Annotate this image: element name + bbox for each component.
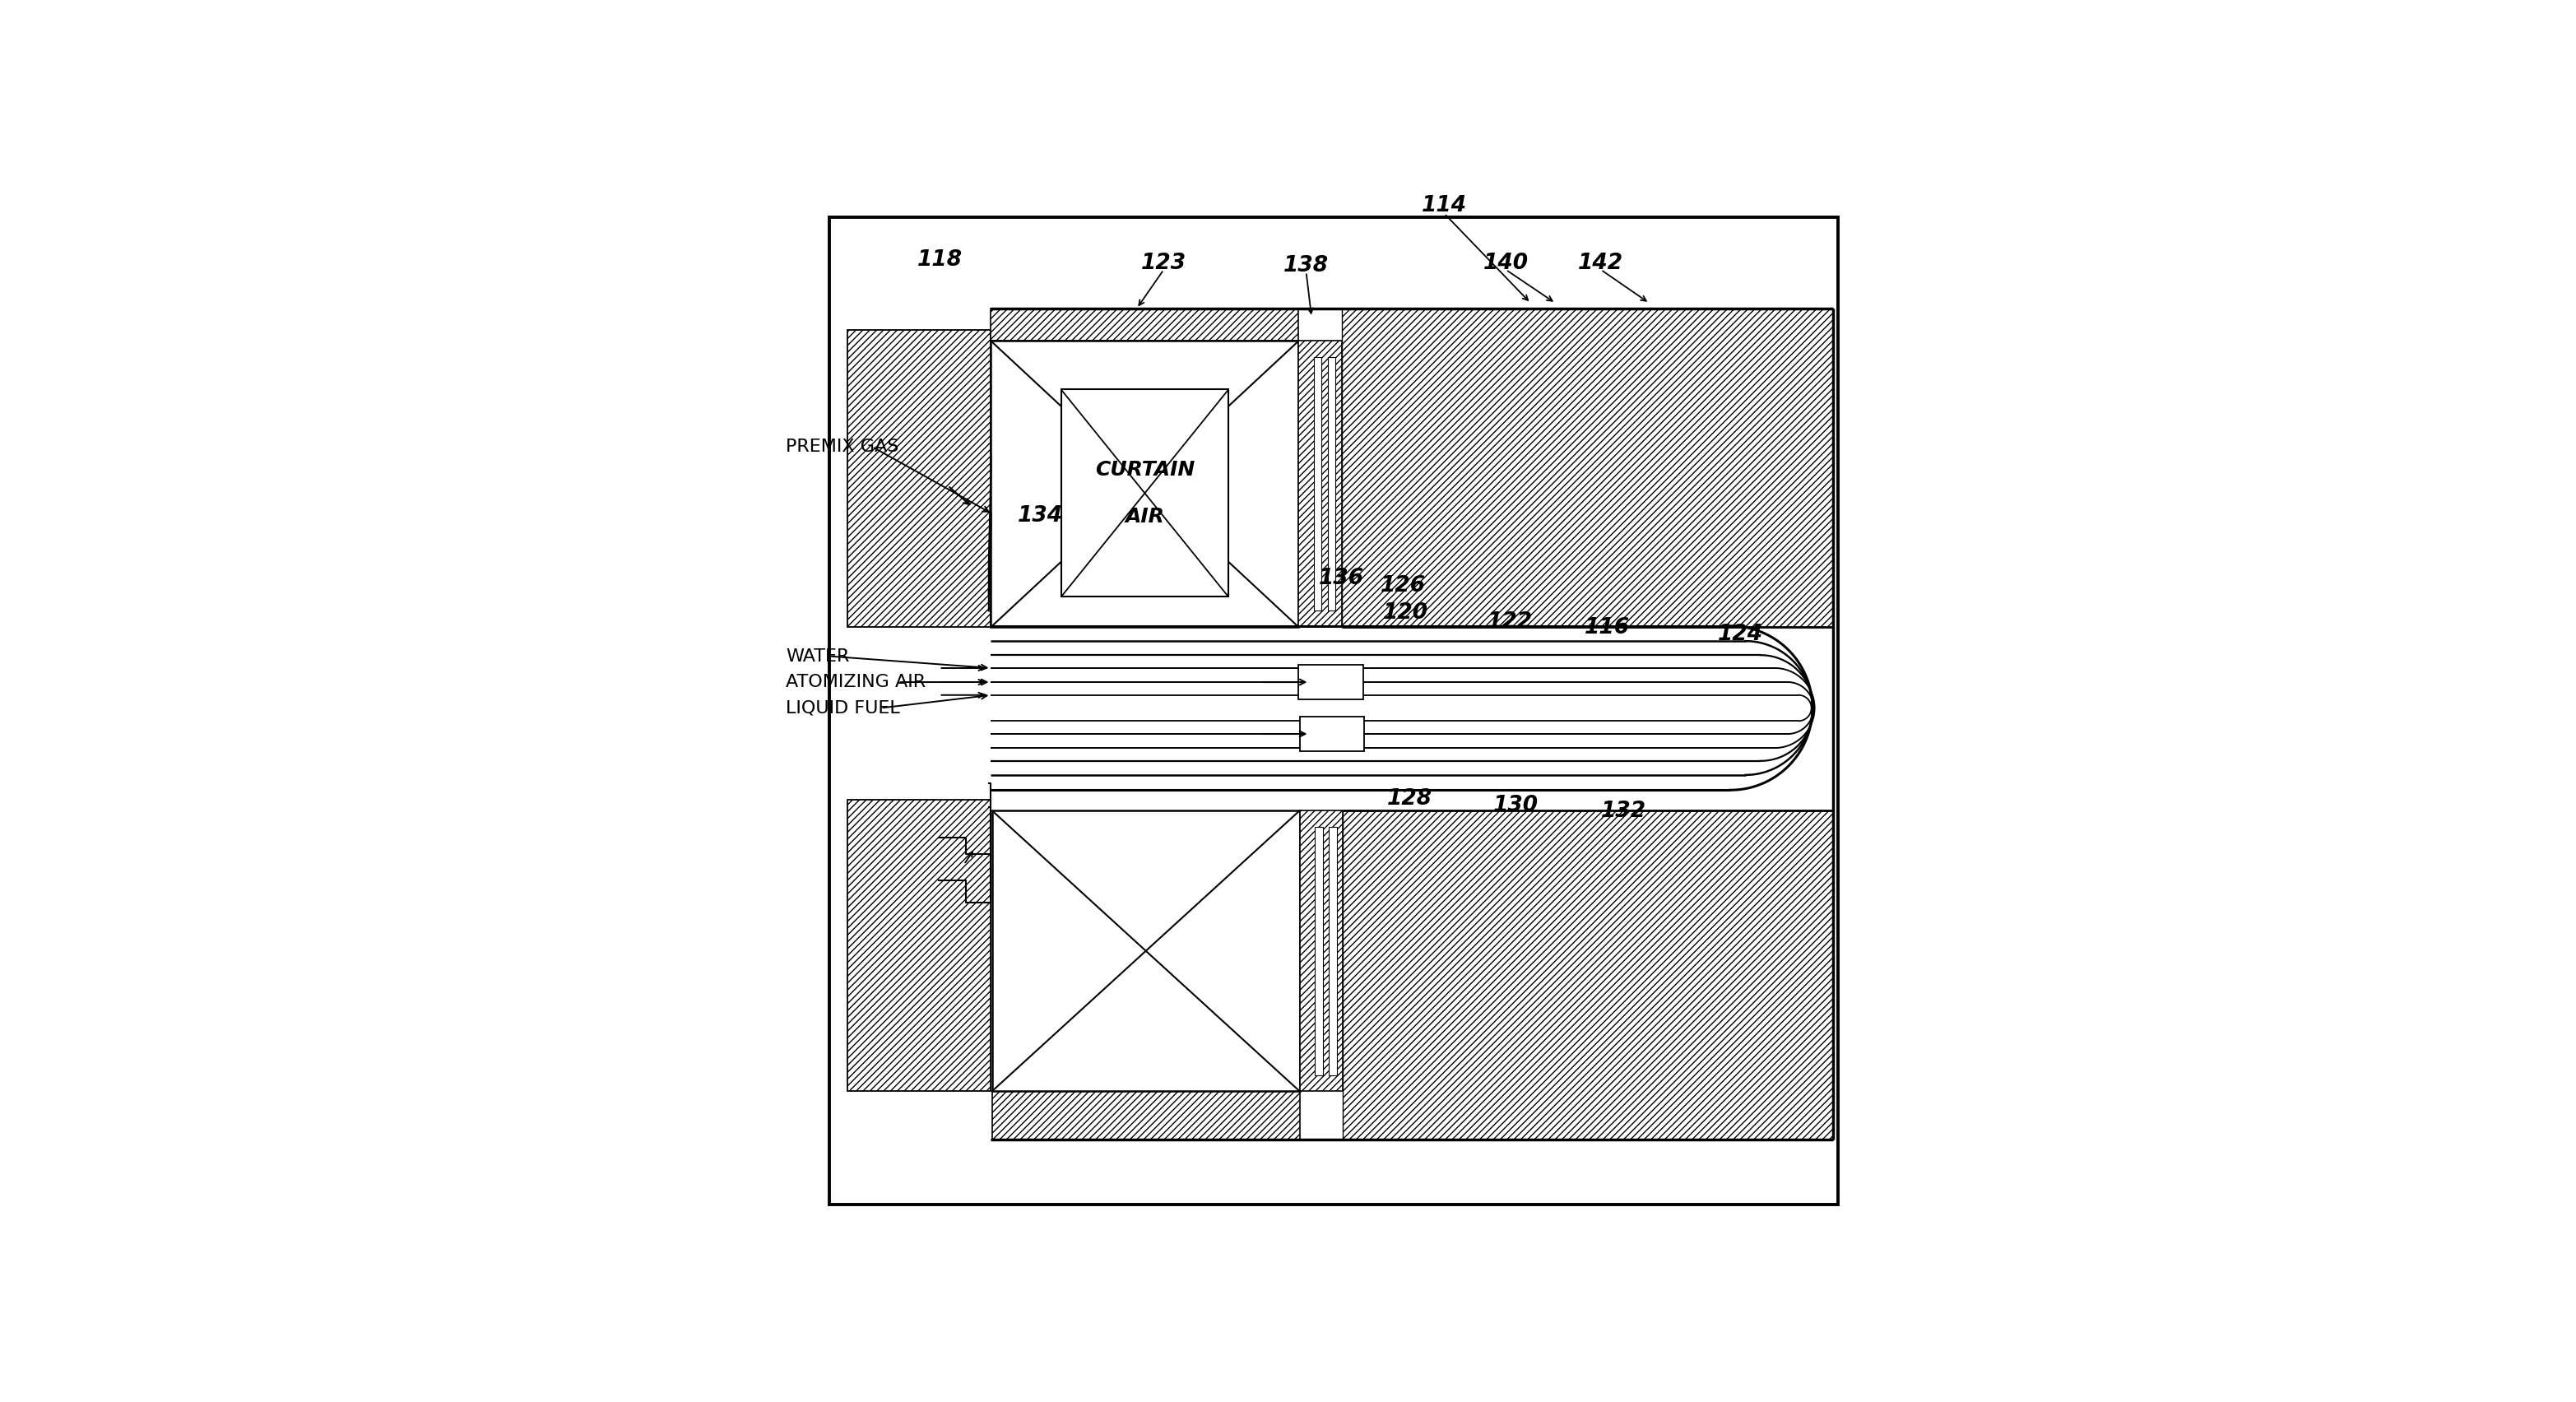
Bar (1329, 827, 1337, 1075)
Text: 136: 136 (1319, 568, 1365, 589)
Text: 120: 120 (1383, 603, 1427, 624)
Bar (1327, 358, 1334, 611)
Text: 140: 140 (1484, 252, 1528, 273)
Text: PREMIX GAS: PREMIX GAS (786, 439, 899, 456)
Text: 132: 132 (1600, 801, 1646, 823)
Text: 126: 126 (1381, 575, 1427, 597)
Bar (992, 1091, 1301, 1140)
Text: LIQUID FUEL: LIQUID FUEL (786, 700, 899, 716)
Bar (848, 331, 992, 627)
Bar (1342, 810, 1834, 1140)
Text: 130: 130 (1494, 795, 1538, 816)
Bar (992, 810, 1301, 1091)
Bar (1298, 341, 1342, 627)
Text: 138: 138 (1283, 255, 1329, 276)
Text: 123: 123 (1141, 252, 1188, 273)
Bar (1314, 827, 1321, 1075)
Bar (1301, 716, 1365, 751)
Text: ATOMIZING AIR: ATOMIZING AIR (786, 674, 925, 690)
Text: AIR: AIR (1126, 508, 1164, 527)
Bar (992, 308, 1298, 341)
Text: 134: 134 (1018, 505, 1064, 527)
Bar (1298, 665, 1363, 700)
Text: 128: 128 (1386, 788, 1432, 809)
Text: 122: 122 (1486, 611, 1533, 632)
Text: WATER: WATER (786, 648, 850, 665)
Text: 142: 142 (1579, 252, 1623, 273)
Text: 118: 118 (917, 250, 963, 271)
Bar (1314, 358, 1321, 611)
Bar (848, 799, 992, 1091)
Text: 124: 124 (1718, 624, 1762, 645)
Text: CURTAIN: CURTAIN (1095, 460, 1195, 479)
Text: 116: 116 (1584, 617, 1631, 639)
Text: 114: 114 (1422, 195, 1466, 217)
Bar (992, 341, 1298, 627)
Bar (1301, 810, 1342, 1091)
Bar (1061, 390, 1229, 597)
Bar (1342, 308, 1834, 627)
